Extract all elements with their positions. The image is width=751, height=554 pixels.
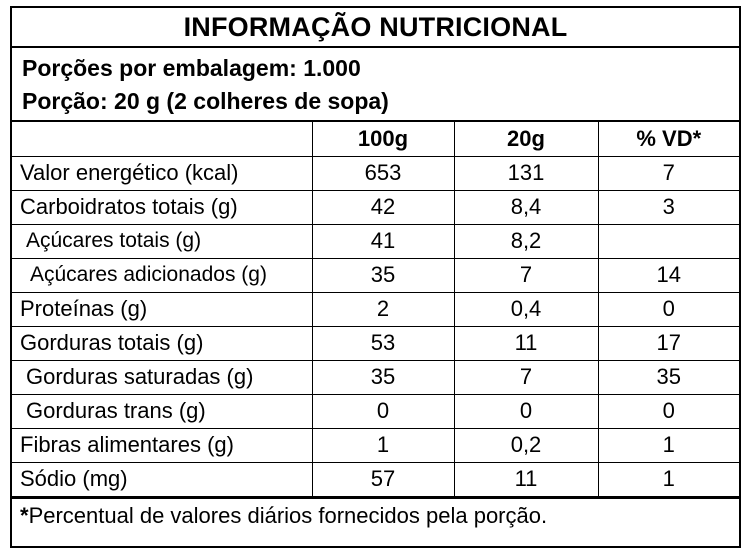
value-vd: 14 <box>597 257 739 293</box>
nutrient-name: Proteínas (g) <box>12 291 313 327</box>
value-20g: 11 <box>453 325 599 361</box>
nutrient-name: Gorduras trans (g) <box>12 393 313 429</box>
table-row: Açúcares totais (g) 41 8,2 <box>12 223 739 259</box>
table-row: Sódio (mg) 57 11 1 <box>12 461 739 497</box>
table-row: Fibras alimentares (g) 1 0,2 1 <box>12 427 739 463</box>
nutrition-table: 100g 20g % VD* Valor energético (kcal) 6… <box>12 122 739 497</box>
header-nutrient <box>12 122 313 157</box>
value-vd: 1 <box>597 461 739 497</box>
portion-info: Porções por embalagem: 1.000 Porção: 20 … <box>12 48 739 122</box>
table-row: Açúcares adicionados (g) 35 7 14 <box>12 257 739 293</box>
value-vd: 17 <box>597 325 739 361</box>
value-20g: 0 <box>453 393 599 429</box>
value-100g: 57 <box>311 461 455 497</box>
value-vd: 7 <box>597 155 739 191</box>
value-100g: 1 <box>311 427 455 463</box>
table-row: Gorduras totais (g) 53 11 17 <box>12 325 739 361</box>
value-vd <box>597 223 739 259</box>
value-vd: 3 <box>597 189 739 225</box>
value-100g: 53 <box>311 325 455 361</box>
footnote-text: Percentual de valores diários fornecidos… <box>28 502 548 528</box>
value-100g: 0 <box>311 393 455 429</box>
nutrient-name: Gorduras saturadas (g) <box>12 359 313 395</box>
nutrition-label: INFORMAÇÃO NUTRICIONAL Porções por embal… <box>10 6 741 548</box>
header-20g: 20g <box>453 122 599 157</box>
value-20g: 131 <box>453 155 599 191</box>
nutrient-name: Açúcares totais (g) <box>12 223 313 259</box>
value-100g: 41 <box>311 223 455 259</box>
portions-per-package: Porções por embalagem: 1.000 <box>22 55 361 81</box>
value-20g: 11 <box>453 461 599 497</box>
nutrient-name: Açúcares adicionados (g) <box>12 257 313 293</box>
table-row: Carboidratos totais (g) 42 8,4 3 <box>12 189 739 225</box>
value-vd: 1 <box>597 427 739 463</box>
value-100g: 35 <box>311 359 455 395</box>
value-100g: 35 <box>311 257 455 293</box>
value-vd: 35 <box>597 359 739 395</box>
value-20g: 8,4 <box>453 189 599 225</box>
table-header-row: 100g 20g % VD* <box>12 122 739 157</box>
table-row: Gorduras saturadas (g) 35 7 35 <box>12 359 739 395</box>
label-title: INFORMAÇÃO NUTRICIONAL <box>12 8 739 48</box>
nutrient-name: Valor energético (kcal) <box>12 155 313 191</box>
value-20g: 0,2 <box>453 427 599 463</box>
value-100g: 42 <box>311 189 455 225</box>
nutrient-name: Sódio (mg) <box>12 461 313 497</box>
value-20g: 7 <box>453 359 599 395</box>
table-row: Gorduras trans (g) 0 0 0 <box>12 393 739 429</box>
value-100g: 653 <box>311 155 455 191</box>
footnote-mark: * <box>20 502 29 528</box>
portion-size: Porção: 20 g (2 colheres de sopa) <box>22 88 389 114</box>
value-vd: 0 <box>597 393 739 429</box>
value-vd: 0 <box>597 291 739 327</box>
table-row: Proteínas (g) 2 0,4 0 <box>12 291 739 327</box>
nutrient-name: Fibras alimentares (g) <box>12 427 313 463</box>
header-100g: 100g <box>311 122 455 157</box>
header-vd: % VD* <box>597 122 739 157</box>
value-20g: 0,4 <box>453 291 599 327</box>
value-100g: 2 <box>311 291 455 327</box>
nutrient-name: Gorduras totais (g) <box>12 325 313 361</box>
value-20g: 8,2 <box>453 223 599 259</box>
nutrient-name: Carboidratos totais (g) <box>12 189 313 225</box>
value-20g: 7 <box>453 257 599 293</box>
footnote: *Percentual de valores diários fornecido… <box>12 496 739 533</box>
table-row: Valor energético (kcal) 653 131 7 <box>12 155 739 191</box>
